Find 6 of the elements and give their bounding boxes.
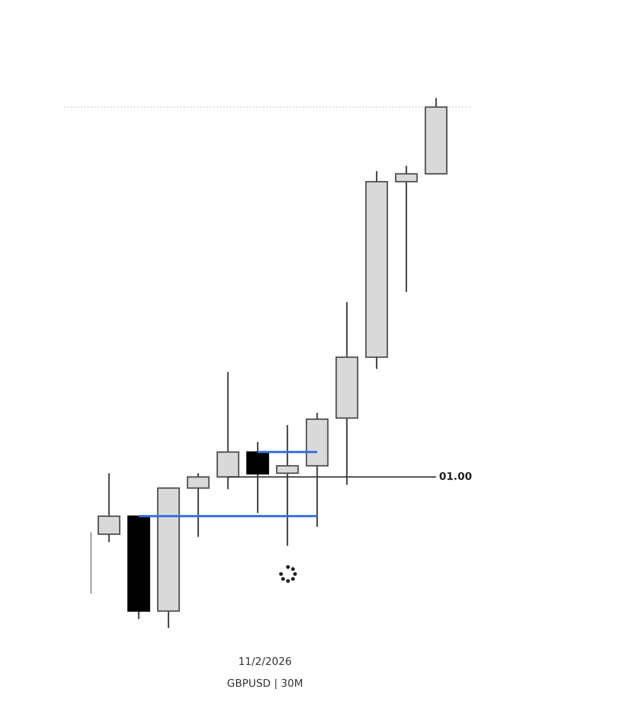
series-label: 01.00 bbox=[440, 472, 472, 480]
candlestick bbox=[186, 472, 210, 538]
text: GBPUSD | 30M bbox=[228, 678, 302, 690]
candlestick bbox=[394, 165, 418, 293]
candlestick bbox=[98, 472, 120, 543]
text: 11/2/2026 bbox=[239, 657, 292, 666]
